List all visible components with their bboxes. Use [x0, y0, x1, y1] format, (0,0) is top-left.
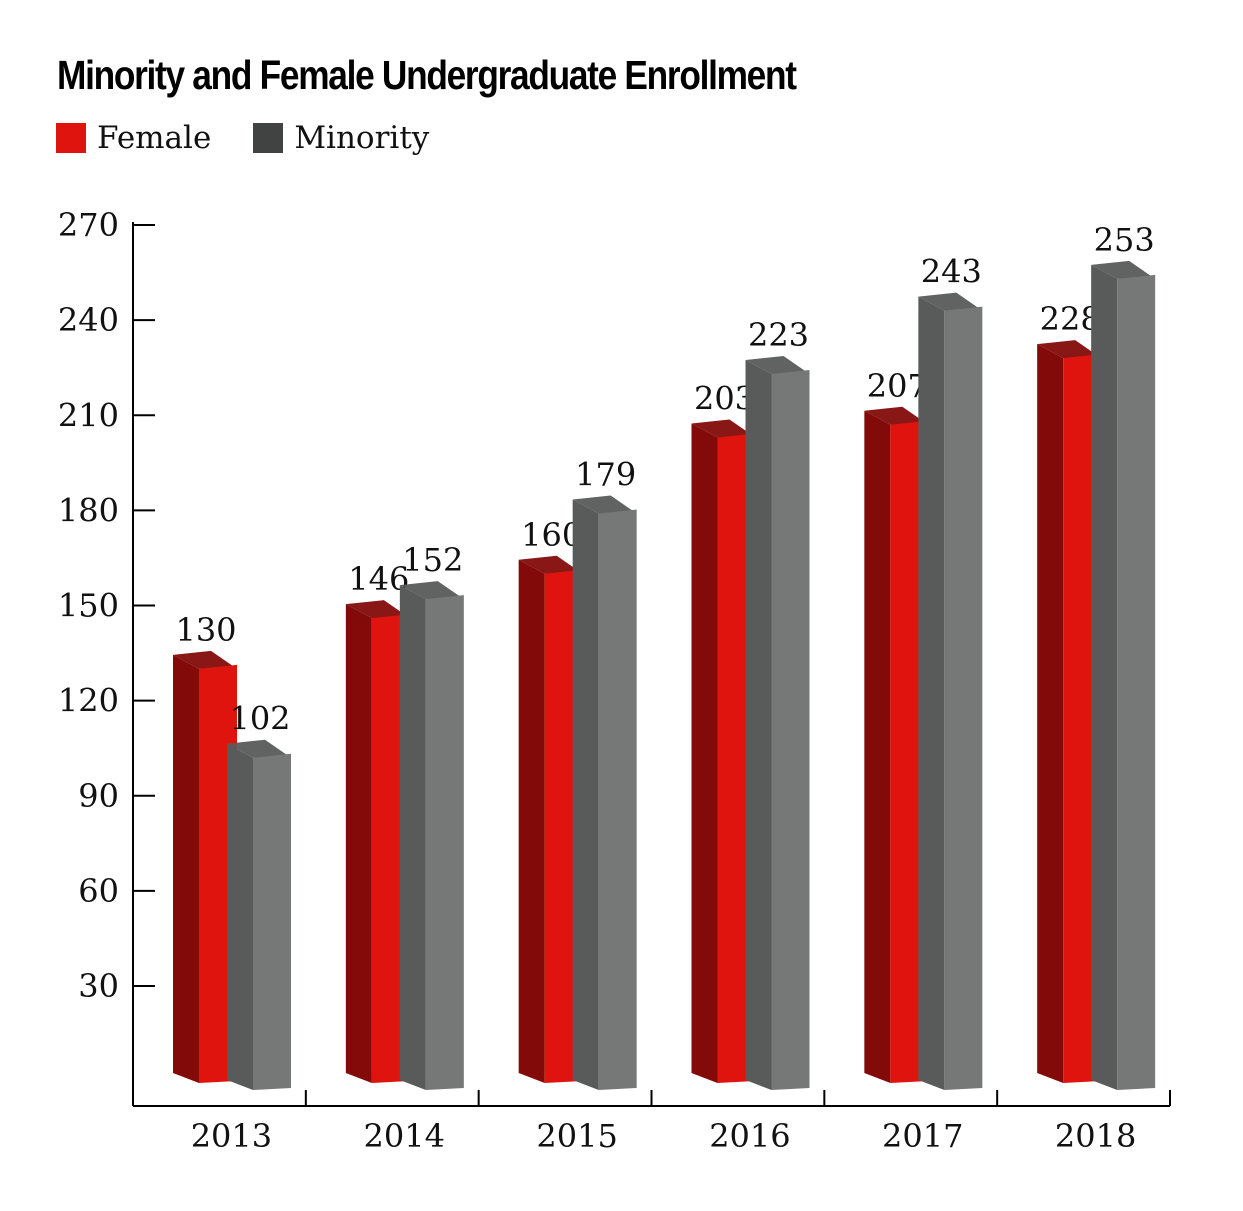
bar-top-face [345, 600, 410, 619]
bar-side-face [1091, 264, 1118, 1090]
bar-minority [399, 581, 464, 1090]
legend-label-minority: Minority [294, 120, 430, 156]
bar-top-face [745, 356, 810, 375]
bar-side-face [918, 296, 945, 1090]
bar-front-face [598, 509, 637, 1090]
bar-side-face [572, 499, 599, 1090]
bar-side-face [173, 654, 199, 1083]
bar-front-face [1117, 274, 1156, 1090]
bar-minority [918, 292, 983, 1090]
data-label-minority: 223 [748, 316, 809, 354]
x-tick-label: 2013 [191, 1117, 272, 1155]
data-label-minority: 152 [402, 541, 463, 579]
y-tick-label: 60 [78, 872, 119, 910]
bar-front-face [425, 595, 464, 1090]
x-tick-label: 2016 [709, 1117, 790, 1155]
data-label-female: 203 [694, 379, 755, 417]
x-tick-label: 2018 [1055, 1117, 1136, 1155]
bar-minority [572, 495, 637, 1090]
legend: Female Minority [56, 118, 471, 158]
chart-title: Minority and Female Undergraduate Enroll… [57, 52, 797, 98]
bar-side-face [518, 559, 545, 1083]
legend-swatch-minority [253, 123, 284, 153]
data-label-female: 160 [521, 516, 582, 554]
data-label-female: 130 [175, 611, 236, 649]
y-tick-label: 150 [58, 587, 119, 625]
data-label-minority: 179 [575, 456, 636, 494]
bar-top-face [399, 581, 464, 600]
y-tick-label: 30 [78, 967, 119, 1005]
bar-top-face [572, 495, 637, 514]
legend-item-minority: Minority [253, 120, 429, 156]
bar-front-face [253, 753, 291, 1090]
bar-front-face [944, 306, 983, 1090]
bar-minority [227, 739, 291, 1090]
y-tick-label: 240 [58, 301, 119, 339]
bar-side-face [345, 604, 372, 1083]
legend-label-female: Female [97, 120, 212, 156]
bar-side-face [745, 360, 772, 1090]
y-tick-label: 120 [58, 682, 119, 720]
data-label-minority: 253 [1094, 221, 1155, 259]
data-label-minority: 243 [921, 253, 982, 291]
bar-side-face [399, 585, 426, 1090]
bar-top-face [518, 555, 583, 574]
bar-top-face [691, 419, 756, 438]
bar-minority [745, 356, 810, 1090]
data-label-minority: 102 [229, 700, 290, 738]
bar-top-face [173, 650, 237, 669]
bar-side-face [1037, 344, 1064, 1083]
legend-swatch-female [56, 123, 86, 153]
y-tick-label: 210 [58, 396, 119, 434]
bar-top-face [1091, 260, 1156, 279]
legend-item-female: Female [56, 120, 211, 156]
y-tick-label: 90 [78, 777, 119, 815]
y-tick-label: 180 [58, 491, 119, 529]
x-tick-label: 2017 [882, 1117, 963, 1155]
bar-top-face [864, 406, 929, 425]
y-tick-label: 270 [58, 206, 119, 244]
bar-top-face [227, 739, 291, 758]
bar-minority [1091, 260, 1156, 1090]
data-label-female: 146 [348, 560, 409, 598]
x-tick-label: 2014 [364, 1117, 445, 1155]
bar-side-face [864, 410, 891, 1083]
bar-top-face [918, 292, 983, 311]
bar-front-face [771, 370, 810, 1090]
x-tick-label: 2015 [536, 1117, 617, 1155]
data-label-female: 228 [1040, 300, 1101, 338]
data-label-female: 207 [867, 367, 928, 405]
bar-top-face [1037, 340, 1102, 359]
bar-side-face [227, 743, 253, 1090]
bar-side-face [691, 423, 718, 1084]
